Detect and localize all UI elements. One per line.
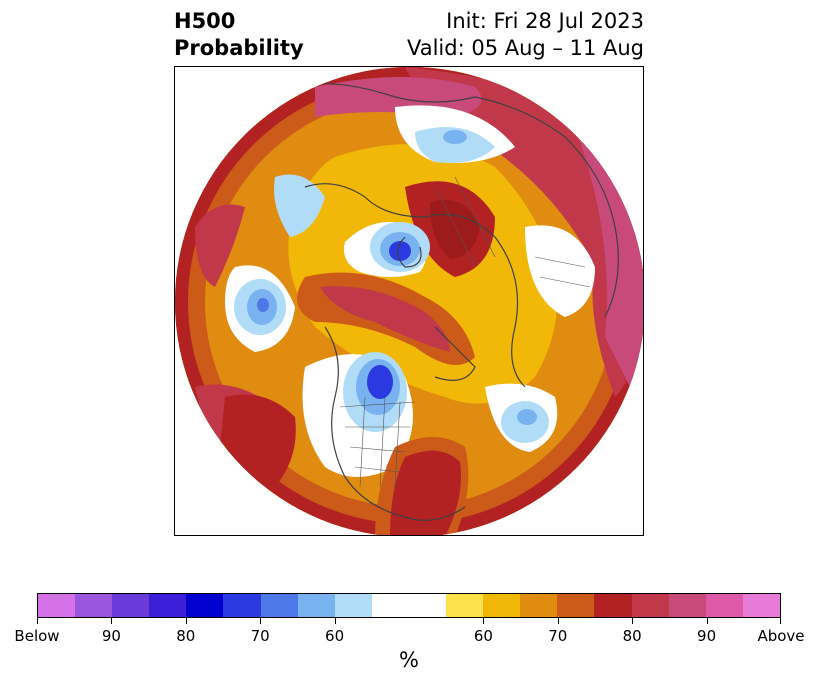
colorbar-tick-label: 70: [548, 627, 568, 645]
colorbar-tick: [260, 618, 261, 624]
colorbar-above-seg-5: [631, 594, 669, 617]
colorbar-tick: [335, 618, 336, 624]
colorbar-above-seg-7: [705, 594, 743, 617]
colorbar-tick: [111, 618, 112, 624]
colorbar-above-seg-4: [594, 594, 632, 617]
colorbar-below-seg-8: [334, 594, 372, 617]
colorbar-below-seg-6: [260, 594, 298, 617]
colorbar-tick: [483, 618, 484, 624]
init-date: Init: Fri 28 Jul 2023: [446, 9, 644, 33]
colorbar-neutral-seg: [371, 594, 447, 617]
colorbar-tick-label: 90: [697, 627, 717, 645]
colorbar-below-seg-7: [297, 594, 335, 617]
colorbar-tick-label: 90: [101, 627, 121, 645]
colorbar-unit: %: [399, 648, 419, 672]
colorbar-tick-label: Above: [757, 627, 805, 645]
na-low-80: [367, 365, 393, 399]
atlantic-low-70: [517, 409, 537, 425]
coastlines: [294, 83, 619, 521]
probability-map-svg: [175, 67, 643, 535]
colorbar-tick: [780, 618, 781, 624]
colorbar-tick: [37, 618, 38, 624]
colorbar-below-seg-4: [186, 594, 224, 617]
siberia-neutral-zone: [525, 225, 595, 317]
colorbar-tick-label: 60: [325, 627, 345, 645]
canada-ridge-core: [320, 286, 450, 352]
colorbar-above-seg-3: [557, 594, 595, 617]
colorbar-above-seg-2: [520, 594, 558, 617]
alaska-low-60: [274, 174, 325, 237]
colorbar-above-seg-8: [742, 594, 780, 617]
chart-title: H500 Probability: [174, 8, 304, 62]
siberia-high-anomaly: [575, 127, 643, 387]
title-line-2: Probability: [174, 36, 304, 60]
hudson-low-80: [389, 241, 411, 261]
forecast-dates: Init: Fri 28 Jul 2023 Valid: 05 Aug – 11…: [407, 8, 644, 62]
gulf-alaska-low-80: [257, 298, 269, 312]
colorbar-above-seg-6: [668, 594, 706, 617]
colorbar-tick-label: 80: [622, 627, 642, 645]
colorbar-tick-label: 70: [250, 627, 270, 645]
colorbar-below-seg-1: [75, 594, 113, 617]
eastern-us-high: [390, 450, 461, 535]
colorbar-tick: [632, 618, 633, 624]
polar-map: [174, 66, 644, 536]
west-rim-anomaly: [195, 204, 245, 287]
colorbar-tick: [707, 618, 708, 624]
colorbar-below-seg-5: [223, 594, 261, 617]
colorbar-tick: [186, 618, 187, 624]
valid-period: Valid: 05 Aug – 11 Aug: [406, 36, 644, 60]
colorbar-tick-label: Below: [14, 627, 60, 645]
colorbar: [37, 593, 781, 618]
colorbar-tick-label: 80: [176, 627, 196, 645]
colorbar-below-seg-3: [149, 594, 187, 617]
political-borders: [339, 176, 591, 488]
central-yellow-field: [288, 144, 558, 404]
pacific-high: [220, 394, 296, 487]
colorbar-below-seg-2: [112, 594, 150, 617]
arctic-low-70: [443, 130, 467, 144]
colorbar-above-seg-0: [446, 594, 484, 617]
colorbar-tick: [558, 618, 559, 624]
title-line-1: H500: [174, 9, 236, 33]
colorbar-above-seg-1: [483, 594, 521, 617]
colorbar-tick-label: 60: [473, 627, 493, 645]
colorbar-below-seg-0: [38, 594, 76, 617]
arctic-low-60: [415, 127, 495, 163]
